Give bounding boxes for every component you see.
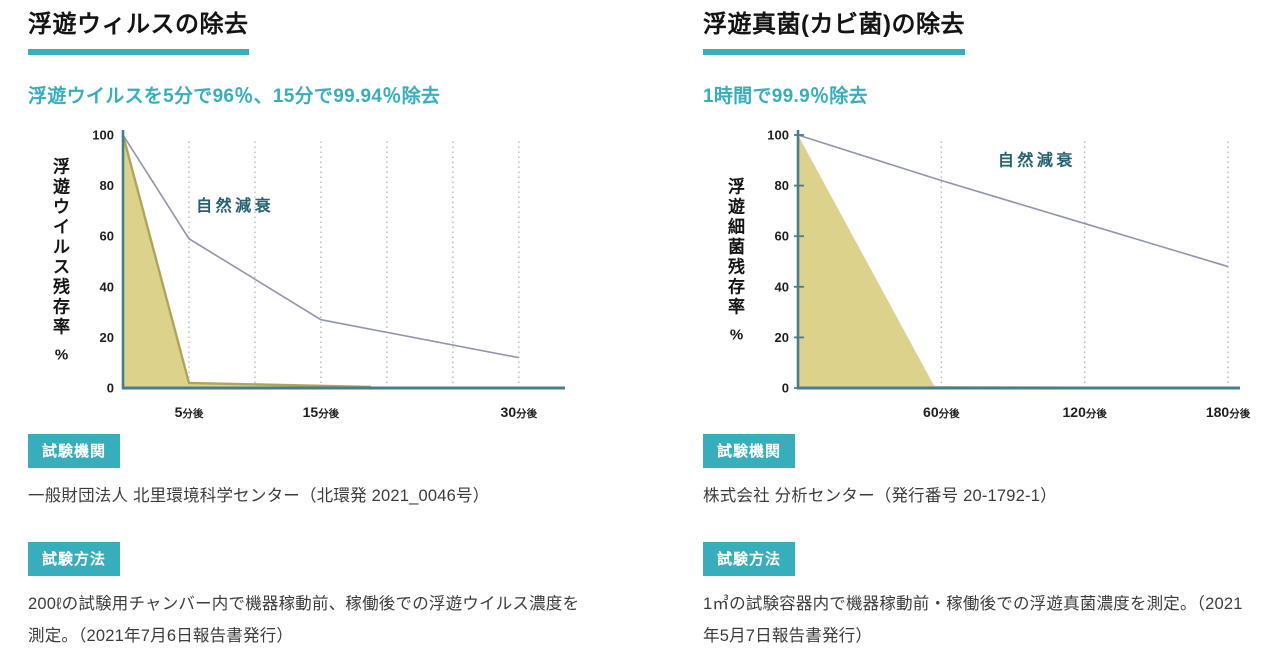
svg-text:0: 0 xyxy=(782,381,789,396)
natural-decay-label: 自然減衰 xyxy=(998,150,1076,169)
svg-text:40: 40 xyxy=(775,279,789,294)
fungus-chart: 浮遊細菌残存率 % 0 20 40 60 80 100 60分後 120分後 180分後 自然減衰 xyxy=(703,120,1263,428)
virus-chart-plot: 0 20 40 60 80 100 5分後 15分後 30分後 自然減衰 xyxy=(92,128,565,420)
svg-text:80: 80 xyxy=(775,178,789,193)
virus-chart-y-axis-label-text: 浮遊ウイルス残存率 xyxy=(53,157,70,337)
svg-text:120分後: 120分後 xyxy=(1063,404,1108,420)
svg-text:80: 80 xyxy=(100,178,114,193)
svg-text:180分後: 180分後 xyxy=(1206,404,1251,420)
virus-chart-y-axis-label: 浮遊ウイルス残存率 % xyxy=(52,157,71,364)
natural-decay-label: 自然減衰 xyxy=(196,196,274,215)
svg-text:15分後: 15分後 xyxy=(303,404,340,420)
virus-test-method-text: 200ℓの試験用チャンバー内で機器稼動前、稼働後での浮遊ウイルス濃度を測定。（2… xyxy=(28,595,580,646)
y-tick-labels: 0 20 40 60 80 100 xyxy=(767,128,789,396)
virus-section-subtitle: 浮遊ウイルスを5分で96％、15分で99.94％除去 xyxy=(28,86,441,107)
fungus-chart-y-axis-label: 浮遊細菌残存率 % xyxy=(727,177,746,344)
svg-text:20: 20 xyxy=(775,330,789,345)
natural-decay-line xyxy=(797,134,1229,268)
fungus-test-org-text: 株式会社 分析センター（発行番号 20-1792-1） xyxy=(703,487,1057,505)
fungus-section-subtitle: 1時間で99.9％除去 xyxy=(703,86,868,107)
fungus-removal-section: 浮遊真菌(カビ菌)の除去 1時間で99.9％除去 浮遊細菌残存率 % 0 20 40… xyxy=(703,10,1263,653)
svg-text:20: 20 xyxy=(100,330,114,345)
svg-text:30分後: 30分後 xyxy=(501,404,538,420)
fungus-test-method-badge: 試験方法 xyxy=(703,542,796,577)
axes xyxy=(121,130,565,390)
virus-test-org-badge: 試験機関 xyxy=(28,434,121,468)
gridlines xyxy=(940,138,1229,388)
x-tick-labels: 5分後 15分後 30分後 xyxy=(175,404,538,420)
fungus-chart-y-axis-unit: % xyxy=(729,326,744,344)
svg-text:100: 100 xyxy=(92,128,114,143)
virus-test-org-text: 一般財団法人 北里環境科学センター（北環発 2021_0046号） xyxy=(28,487,490,505)
svg-text:40: 40 xyxy=(100,279,114,294)
virus-removal-section: 浮遊ウィルスの除去 浮遊ウイルスを5分で96％、15分で99.94％除去 浮遊ウ… xyxy=(28,10,588,653)
fungus-chart-plot: 0 20 40 60 80 100 60分後 120分後 180分後 自然減衰 xyxy=(767,128,1251,421)
fungus-section-title: 浮遊真菌(カビ菌)の除去 xyxy=(703,10,965,55)
fungus-chart-y-axis-label-text: 浮遊細菌残存率 xyxy=(728,177,745,317)
virus-chart: 浮遊ウイルス残存率 % 0 20 40 60 80 100 5分後 15分後 30分後 自然減衰 xyxy=(28,120,588,428)
svg-text:100: 100 xyxy=(767,128,789,143)
svg-text:0: 0 xyxy=(107,381,114,396)
virus-chart-y-axis-unit: % xyxy=(54,346,69,364)
treated-decay-area xyxy=(121,134,372,389)
gridlines xyxy=(188,138,520,388)
natural-decay-line xyxy=(122,134,519,359)
svg-text:60: 60 xyxy=(100,229,114,244)
virus-test-method-badge: 試験方法 xyxy=(28,542,121,577)
y-tick-marks xyxy=(794,134,804,389)
axes xyxy=(796,130,1240,390)
y-tick-labels: 0 20 40 60 80 100 xyxy=(92,128,114,396)
virus-section-title: 浮遊ウィルスの除去 xyxy=(28,10,249,55)
treated-decay-area xyxy=(798,135,1221,388)
svg-text:60: 60 xyxy=(775,229,789,244)
fungus-test-method-text: 1㎥の試験容器内で機器稼動前・稼働後での浮遊真菌濃度を測定。（2021年5月7日… xyxy=(703,595,1243,646)
fungus-test-org-badge: 試験機関 xyxy=(703,434,796,468)
svg-text:5分後: 5分後 xyxy=(175,404,204,420)
x-tick-labels: 60分後 120分後 180分後 xyxy=(923,404,1251,420)
svg-text:60分後: 60分後 xyxy=(923,404,960,420)
